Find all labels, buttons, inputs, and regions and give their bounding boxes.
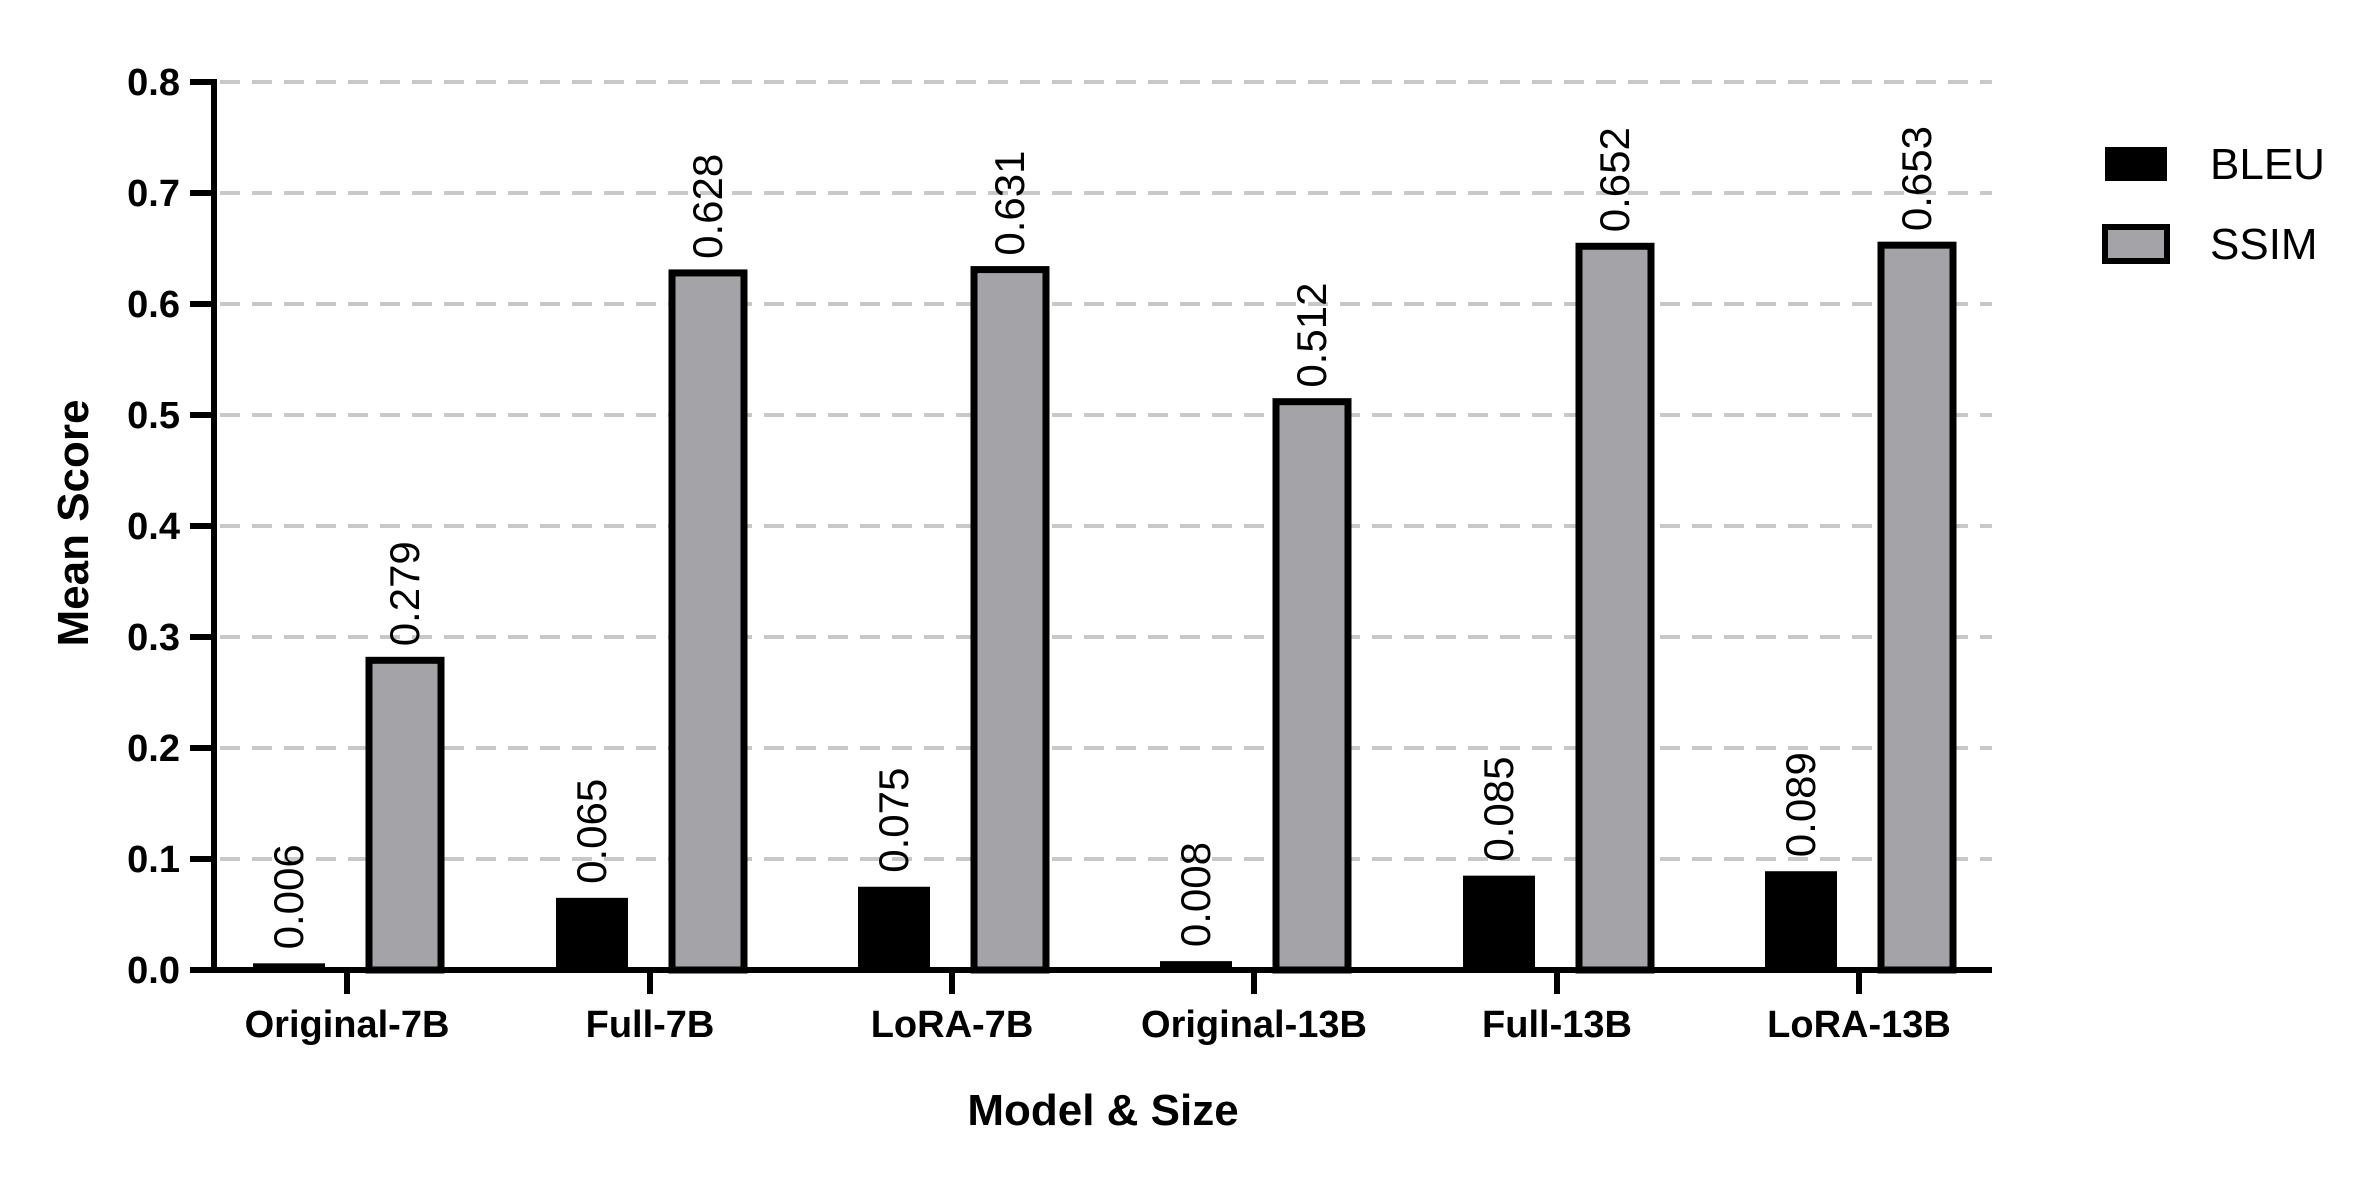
x-tick-label: LoRA-7B xyxy=(871,1004,1034,1046)
x-axis-ticks: Original-7B Full-7B LoRA-7B Original-13B Ful… xyxy=(245,970,1951,1046)
y-tick-label: 0.0 xyxy=(127,950,180,992)
bars xyxy=(253,241,1957,974)
legend-label-bleu: BLEU xyxy=(2210,140,2325,189)
grid-lines xyxy=(220,80,1992,861)
bar-ssim xyxy=(970,266,1050,974)
bar-bleu xyxy=(1765,871,1837,970)
bar-ssim xyxy=(365,656,445,974)
x-tick-label: Full-13B xyxy=(1482,1004,1632,1046)
y-tick-label: 0.4 xyxy=(127,506,180,548)
y-tick-label: 0.2 xyxy=(127,728,180,770)
x-tick-label: Original-7B xyxy=(245,1004,450,1046)
y-tick-label: 0.5 xyxy=(127,395,180,437)
bar-bleu xyxy=(858,886,930,970)
legend-swatch-ssim xyxy=(2102,224,2170,264)
y-tick-label: 0.8 xyxy=(127,62,180,104)
data-label-ssim: 0.512 xyxy=(1288,283,1335,388)
data-label-ssim: 0.631 xyxy=(986,150,1033,255)
data-label-ssim: 0.279 xyxy=(381,541,428,646)
data-label-bleu: 0.089 xyxy=(1777,752,1824,857)
bar-bleu xyxy=(556,897,628,970)
x-tick-label: Full-7B xyxy=(586,1004,715,1046)
data-label-bleu: 0.065 xyxy=(568,779,615,884)
y-tick-label: 0.3 xyxy=(127,617,180,659)
legend: BLEU SSIM xyxy=(2102,140,2325,269)
bar-ssim xyxy=(1272,398,1352,974)
data-labels: 0.006 0.065 0.075 0.008 0.085 0.089 0.279 0.628… xyxy=(265,126,1940,949)
legend-label-ssim: SSIM xyxy=(2210,220,2318,269)
data-label-ssim: 0.652 xyxy=(1591,127,1638,232)
data-label-ssim: 0.628 xyxy=(684,154,731,259)
legend-swatch-bleu xyxy=(2105,147,2167,181)
y-axis-title: Mean Score xyxy=(49,400,98,647)
data-label-bleu: 0.008 xyxy=(1172,842,1219,947)
bar-ssim xyxy=(668,269,748,974)
bar-bleu xyxy=(253,963,325,970)
y-tick-label: 0.7 xyxy=(127,173,180,215)
data-label-bleu: 0.075 xyxy=(870,768,917,873)
x-tick-label: Original-13B xyxy=(1141,1004,1367,1046)
data-label-ssim: 0.653 xyxy=(1893,126,1940,231)
bar-ssim xyxy=(1877,241,1957,974)
x-tick-label: LoRA-13B xyxy=(1767,1004,1951,1046)
bar-bleu xyxy=(1463,875,1535,970)
data-label-bleu: 0.085 xyxy=(1475,757,1522,862)
bar-bleu xyxy=(1160,961,1232,970)
data-label-bleu: 0.006 xyxy=(265,844,312,949)
x-axis-title: Model & Size xyxy=(967,1086,1238,1135)
bar-ssim xyxy=(1575,242,1655,974)
y-tick-label: 0.1 xyxy=(127,839,180,881)
y-axis-ticks: 0.0 0.1 0.2 0.3 0.4 0.5 0.6 0.7 0.8 xyxy=(127,62,214,992)
y-tick-label: 0.6 xyxy=(127,284,180,326)
